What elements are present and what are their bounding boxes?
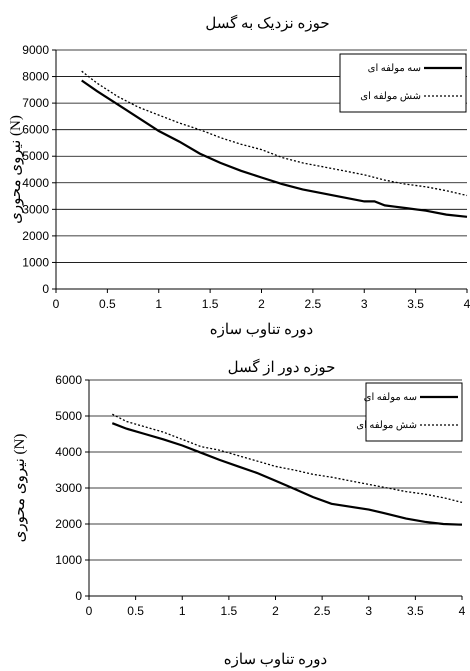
x-tick-label: 1.5 xyxy=(221,604,238,618)
chart-1: حوزه نزدیک به گسل 0 1000 2000 3000 4000 5000 60… xyxy=(8,14,470,338)
legend: سه مولفه ای شش مولفه ای xyxy=(356,383,462,441)
y-tick-label: 3000 xyxy=(22,202,49,216)
y-tick-label: 4000 xyxy=(55,445,82,459)
legend-label-1: سه مولفه ای xyxy=(368,63,421,74)
y-axis-title: نیروی محوری (N) xyxy=(12,434,28,543)
chart-title: حوزه دور از گسل xyxy=(228,358,336,376)
x-tick-label: 1.5 xyxy=(202,297,219,311)
y-axis-title: نیروی محوری (N) xyxy=(8,115,24,224)
x-tick-label: 0.5 xyxy=(99,297,116,311)
x-tick-label: 0.5 xyxy=(127,604,144,618)
y-tick-label: 3000 xyxy=(55,481,82,495)
y-tick-label: 0 xyxy=(75,589,82,603)
x-axis-title: دوره تناوب سازه xyxy=(224,652,327,668)
y-tick-label: 2000 xyxy=(55,517,82,531)
x-tick-label: 3.5 xyxy=(407,297,424,311)
x-tick-label: 4 xyxy=(464,297,470,311)
x-tick-label: 2 xyxy=(258,297,265,311)
x-tick-label: 2 xyxy=(272,604,279,618)
y-tick-label: 7000 xyxy=(22,96,49,110)
y-tick-label: 5000 xyxy=(55,409,82,423)
y-tick-label: 1000 xyxy=(22,255,49,269)
x-tick-label: 1 xyxy=(155,297,162,311)
legend-label-2: شش مولفه ای xyxy=(360,91,421,102)
y-tick-label: 6000 xyxy=(22,123,49,137)
y-tick-label: 8000 xyxy=(22,70,49,84)
chart-2: حوزه دور از گسل 0 1000 2000 3000 4000 5000 6000… xyxy=(12,358,466,668)
x-tick-label: 2.5 xyxy=(305,297,322,311)
y-tick-label: 1000 xyxy=(55,553,82,567)
y-tick-label: 6000 xyxy=(55,373,82,387)
y-tick-label: 4000 xyxy=(22,176,49,190)
y-tick-label: 9000 xyxy=(22,43,49,57)
chart-title: حوزه نزدیک به گسل xyxy=(205,14,329,32)
y-tick-label: 2000 xyxy=(22,229,49,243)
x-tick-label: 3.5 xyxy=(407,604,424,618)
legend: سه مولفه ای شش مولفه ای xyxy=(340,54,466,112)
x-tick-label: 2.5 xyxy=(314,604,331,618)
y-tick-label: 0 xyxy=(42,282,49,296)
x-tick-label: 4 xyxy=(459,604,466,618)
x-tick-label: 0 xyxy=(53,297,60,311)
x-tick-label: 3 xyxy=(361,297,368,311)
y-tick-label: 5000 xyxy=(22,149,49,163)
legend-label-2: شش مولفه ای xyxy=(356,420,417,431)
x-tick-label: 0 xyxy=(86,604,93,618)
x-tick-label: 1 xyxy=(179,604,186,618)
x-tick-label: 3 xyxy=(365,604,372,618)
x-axis-title: دوره تناوب سازه xyxy=(210,322,313,338)
legend-label-1: سه مولفه ای xyxy=(364,392,417,403)
